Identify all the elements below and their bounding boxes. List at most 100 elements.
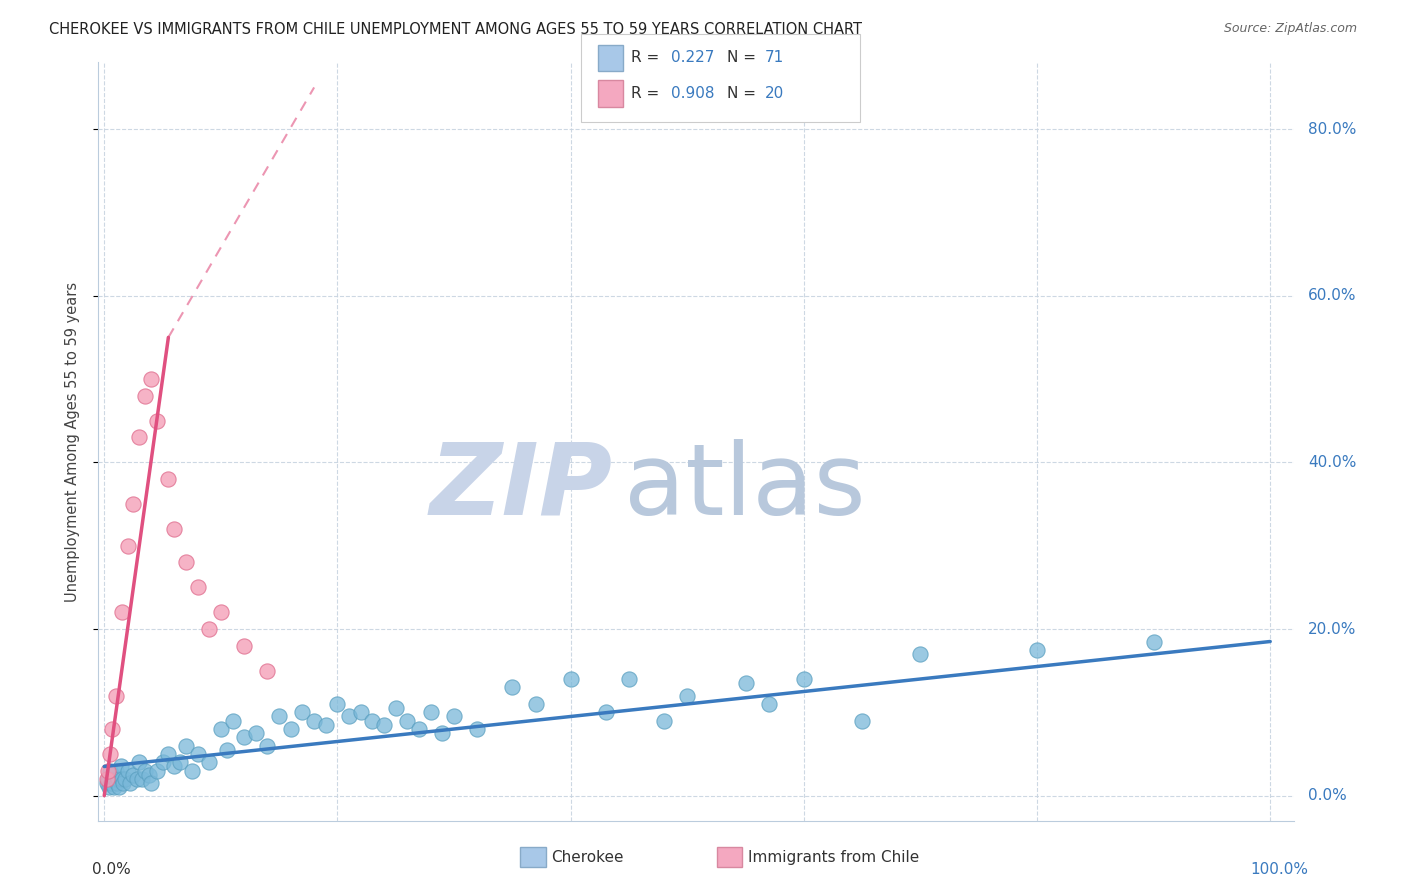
Point [128,430,150,444]
Point [104,772,127,786]
Point [432,726,454,740]
Point [98,747,121,761]
Point [145,764,167,778]
Point [384,701,406,715]
Point [186,580,208,594]
Point [103,780,125,795]
Point [560,672,582,686]
Point [139,776,162,790]
Point [157,472,180,486]
Point [104,689,127,703]
Point [758,697,780,711]
Point [105,776,128,790]
Point [97,764,120,778]
Point [125,772,148,786]
Point [96,772,118,786]
Point [169,756,191,770]
Point [97,780,120,795]
Point [467,722,489,736]
Text: CHEROKEE VS IMMIGRANTS FROM CHILE UNEMPLOYMENT AMONG AGES 55 TO 59 YEARS CORRELA: CHEROKEE VS IMMIGRANTS FROM CHILE UNEMPL… [49,22,862,37]
Point [256,664,278,678]
Text: Cherokee: Cherokee [551,850,624,864]
Point [373,718,395,732]
Text: R =: R = [631,87,665,101]
Point [595,706,617,720]
Point [107,772,129,786]
Point [315,718,337,732]
Text: N =: N = [727,51,761,65]
Point [245,726,267,740]
Point [138,768,160,782]
Point [174,739,197,753]
Point [163,759,186,773]
Point [163,522,186,536]
Point [221,714,243,728]
Point [114,772,136,786]
Point [280,722,302,736]
Point [101,722,124,736]
Point [408,722,430,736]
Text: 20: 20 [765,87,785,101]
Y-axis label: Unemployment Among Ages 55 to 59 years: Unemployment Among Ages 55 to 59 years [65,282,80,601]
Point [117,539,139,553]
Text: ZIP: ZIP [429,439,613,535]
Point [215,743,238,757]
Point [186,747,208,761]
Point [419,706,441,720]
Point [326,697,349,711]
Text: R =: R = [631,51,665,65]
Point [396,714,419,728]
Point [122,768,145,782]
Point [110,759,132,773]
Point [233,639,256,653]
Text: 0.908: 0.908 [671,87,714,101]
Point [174,555,197,569]
Point [910,647,932,661]
Point [676,689,699,703]
Point [117,764,139,778]
Point [145,414,167,428]
Point [118,776,141,790]
Text: Source: ZipAtlas.com: Source: ZipAtlas.com [1223,22,1357,36]
Point [1142,634,1164,648]
Point [617,672,640,686]
Point [350,706,373,720]
Point [233,731,256,745]
Point [111,772,134,786]
Point [793,672,815,686]
Point [100,776,122,790]
Text: Immigrants from Chile: Immigrants from Chile [748,850,920,864]
Point [111,776,134,790]
Point [157,747,180,761]
Point [1026,643,1049,657]
Point [269,709,291,723]
Text: 40.0%: 40.0% [1308,455,1357,470]
Point [96,776,118,790]
Point [134,764,156,778]
Point [122,497,145,511]
Text: N =: N = [727,87,761,101]
Point [101,768,124,782]
Point [97,772,120,786]
Point [361,714,384,728]
Text: 100.0%: 100.0% [1250,863,1308,878]
Point [524,697,547,711]
Point [180,764,202,778]
Point [209,605,232,619]
Point [198,622,221,636]
Point [337,709,360,723]
Text: 0.0%: 0.0% [93,863,131,878]
Point [198,756,221,770]
Point [291,706,314,720]
Point [851,714,873,728]
Point [501,681,523,695]
Point [152,756,174,770]
Text: 0.227: 0.227 [671,51,714,65]
Point [302,714,325,728]
Text: atlas: atlas [624,439,866,535]
Text: 0.0%: 0.0% [1308,789,1347,803]
Point [139,372,162,386]
Point [652,714,675,728]
Text: 60.0%: 60.0% [1308,288,1357,303]
Point [131,772,153,786]
